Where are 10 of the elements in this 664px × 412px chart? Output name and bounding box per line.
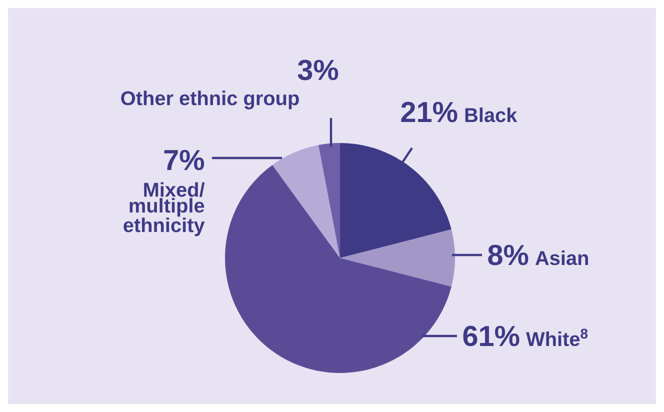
data-label: 3% xyxy=(298,60,338,80)
slice-label: Mixed/ multiple ethnicity xyxy=(124,182,205,236)
slice-label: Asian xyxy=(535,250,588,266)
data-label: 7% xyxy=(164,150,204,170)
slice-label: Black xyxy=(465,108,518,122)
data-label: 8% xyxy=(488,244,528,266)
slice-label: White$^{8}$ xyxy=(526,328,588,346)
data-label: 61% xyxy=(463,326,520,346)
data-label: 21% xyxy=(401,102,458,122)
slice-label: Other ethnic group xyxy=(121,90,299,110)
